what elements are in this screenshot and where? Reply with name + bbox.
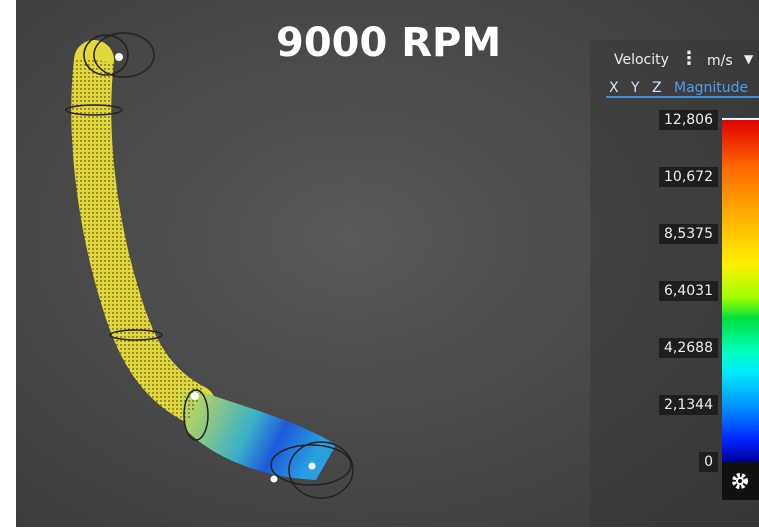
menu-dots[interactable]: ⋮ — [680, 48, 698, 69]
tab-underline — [606, 96, 759, 98]
unit[interactable]: m/s — [707, 53, 733, 69]
quantity[interactable]: Velocity — [614, 52, 669, 68]
gear-icon — [722, 462, 759, 500]
legend-label: 8,5375 — [659, 224, 718, 244]
component-x[interactable]: X — [609, 80, 619, 96]
legend-label: 10,672 — [659, 167, 718, 187]
legend-label: 4,2688 — [659, 338, 718, 358]
page: 9000 RPM Velocity ⋮ m/s ▼ X Y Z Magnitud… — [0, 0, 759, 530]
settings-button[interactable] — [722, 462, 759, 500]
legend-label: 2,1344 — [659, 395, 718, 415]
component-z[interactable]: Z — [652, 80, 662, 96]
viewport: 9000 RPM Velocity ⋮ m/s ▼ X Y Z Magnitud… — [16, 0, 759, 527]
color-bar — [722, 118, 759, 462]
component-y[interactable]: Y — [631, 80, 640, 96]
unit-dropdown[interactable]: ▼ — [744, 52, 753, 66]
component-magnitude[interactable]: Magnitude — [674, 80, 748, 96]
legend-label: 0 — [699, 452, 718, 472]
legend-label: 12,806 — [659, 110, 718, 130]
title: 9000 RPM — [276, 20, 501, 66]
pipe-particles — [91, 60, 196, 405]
legend-label: 6,4031 — [659, 281, 718, 301]
